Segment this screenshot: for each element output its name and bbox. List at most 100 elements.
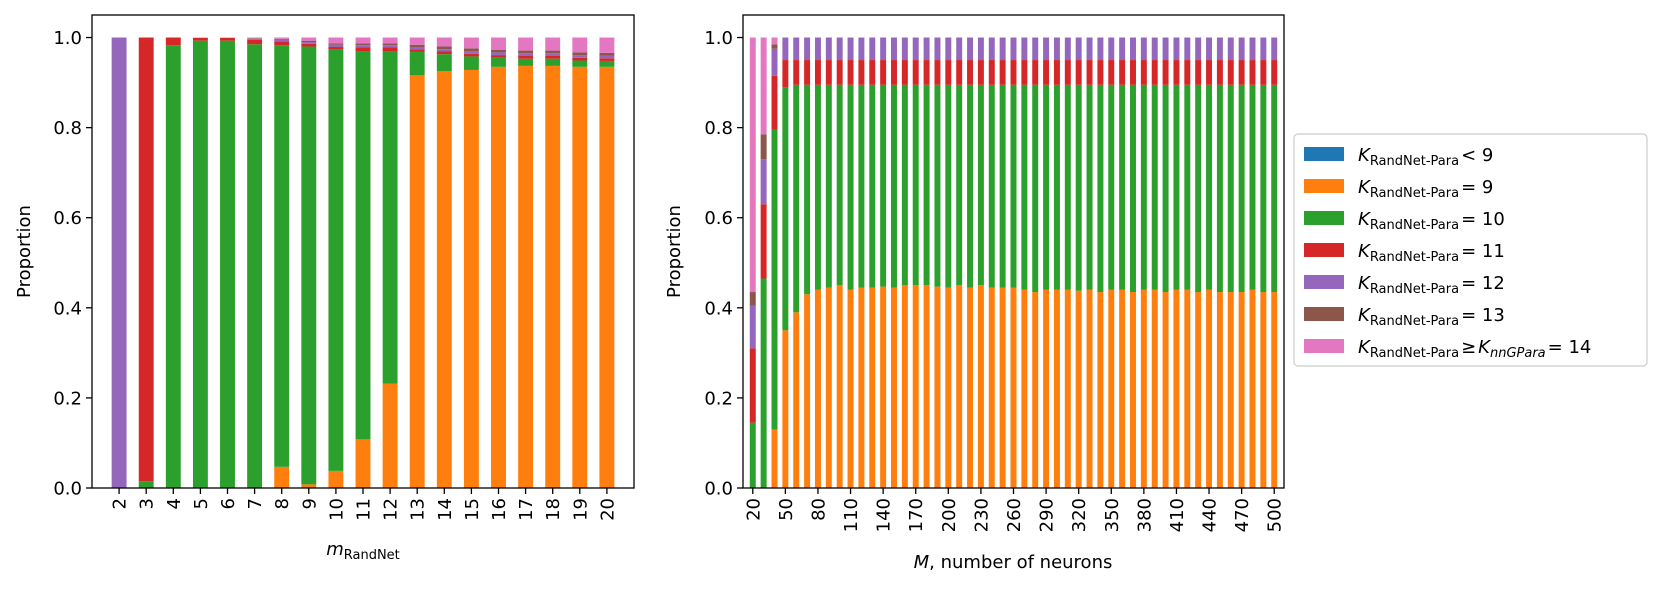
bar-segment — [837, 60, 843, 85]
bar-segment — [815, 60, 821, 85]
y-tick-label: 0.6 — [704, 208, 733, 229]
bar-segment — [804, 294, 810, 488]
bar-segment — [880, 287, 886, 488]
bar-segment — [1141, 60, 1147, 85]
bar-segment — [1141, 85, 1147, 290]
bar-segment — [869, 85, 875, 288]
x-tick-label: 15 — [462, 498, 483, 521]
bar-segment — [858, 60, 864, 85]
x-tick-label: 50 — [776, 498, 797, 521]
x-tick-label: 200 — [939, 498, 960, 532]
bar-segment — [1065, 38, 1071, 61]
bar-segment — [945, 288, 951, 488]
x-tick-label: 320 — [1069, 498, 1090, 532]
bar-segment — [924, 85, 930, 285]
x-tick-label: 170 — [906, 498, 927, 532]
bar-segment — [858, 85, 864, 288]
bar-segment — [1011, 38, 1017, 61]
y-tick-label: 1.0 — [53, 28, 82, 49]
bar-segment — [1000, 60, 1006, 85]
bar-segment — [1173, 60, 1179, 85]
bar-segment — [891, 85, 897, 288]
y-tick-label: 0.8 — [704, 118, 733, 139]
bar-segment — [750, 38, 756, 293]
bar-segment — [1250, 290, 1256, 488]
bar-segment — [1108, 85, 1114, 290]
bar-segment — [274, 39, 289, 40]
x-tick-label: 260 — [1004, 498, 1025, 532]
bar-segment — [1119, 38, 1125, 61]
bar-segment — [989, 38, 995, 61]
bar-segment — [139, 38, 154, 482]
bar-segment — [1173, 38, 1179, 61]
bar-segment — [902, 285, 908, 488]
bar-segment — [782, 330, 788, 488]
bar-segment — [848, 85, 854, 290]
bar-segment — [572, 61, 587, 67]
bar-segment — [1054, 85, 1060, 290]
x-axis-label: M, number of neurons — [914, 552, 1113, 573]
x-tick-label: 350 — [1102, 498, 1123, 532]
bar-segment — [1163, 85, 1169, 292]
bar-segment — [599, 38, 614, 53]
bar-segment — [599, 53, 614, 56]
bar-segment — [782, 38, 788, 61]
bar-segment — [1021, 38, 1027, 61]
x-tick-label: 8 — [272, 498, 293, 509]
bar-segment — [934, 85, 940, 287]
bar-segment — [301, 41, 316, 42]
bar-segment — [815, 85, 821, 290]
bar-segment — [464, 70, 479, 488]
bar-segment — [815, 38, 821, 61]
x-tick-label: 18 — [543, 498, 564, 521]
bar-segment — [572, 55, 587, 58]
bar-segment — [945, 85, 951, 288]
bar-segment — [599, 61, 614, 67]
bar-segment — [1097, 292, 1103, 488]
bar-segment — [804, 38, 810, 61]
legend-swatch — [1304, 179, 1344, 193]
bar-segment — [437, 38, 452, 47]
bar-segment — [572, 67, 587, 488]
bar-segment — [869, 60, 875, 85]
bar-segment — [1076, 38, 1082, 61]
legend-swatch — [1304, 211, 1344, 225]
bar-segment — [410, 38, 425, 45]
bar-segment — [1250, 85, 1256, 290]
bar-segment — [301, 38, 316, 41]
bar-segment — [978, 38, 984, 61]
bar-segment — [772, 130, 778, 430]
bar-segment — [247, 39, 262, 40]
bar-segment — [1271, 292, 1277, 488]
legend-swatch — [1304, 275, 1344, 289]
bar-segment — [545, 38, 560, 51]
x-tick-label: 12 — [381, 498, 402, 521]
bar-segment — [247, 40, 262, 45]
bar-segment — [1011, 85, 1017, 288]
bar-segment — [924, 285, 930, 488]
bar-segment — [826, 85, 832, 288]
bar-segment — [924, 38, 930, 61]
bar-segment — [383, 43, 398, 45]
y-tick-label: 0.2 — [53, 388, 82, 409]
bar-segment — [978, 85, 984, 285]
bar-segment — [356, 45, 371, 47]
bar-segment — [1260, 292, 1266, 488]
bar-segment — [1011, 60, 1017, 85]
bar-segment — [1032, 60, 1038, 85]
bar-segment — [1152, 85, 1158, 290]
x-tick-label: 20 — [743, 498, 764, 521]
bar-segment — [761, 159, 767, 204]
bar-segment — [328, 43, 343, 44]
x-tick-label: 6 — [218, 498, 239, 509]
bar-segment — [848, 290, 854, 488]
bar-segment — [247, 44, 262, 488]
bar-segment — [945, 38, 951, 61]
x-tick-label: 16 — [489, 498, 510, 521]
bar-segment — [1000, 288, 1006, 488]
x-tick-label: 9 — [299, 498, 320, 509]
bar-segment — [956, 85, 962, 285]
